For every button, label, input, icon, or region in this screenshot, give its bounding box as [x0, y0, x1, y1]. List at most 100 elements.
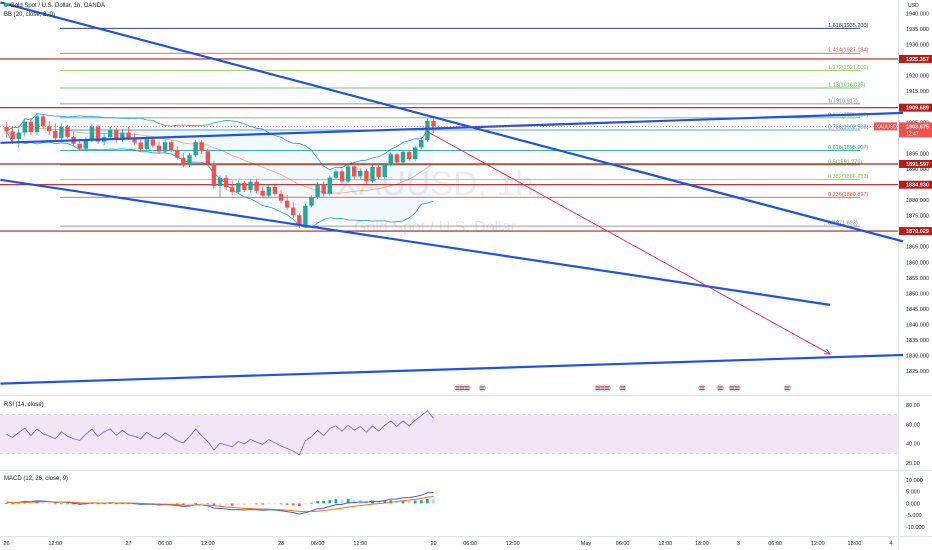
macd-histogram-bar — [200, 503, 204, 504]
macd-histogram-bar — [47, 503, 51, 504]
macd-histogram-bar — [169, 503, 173, 505]
macd-histogram-bar — [407, 500, 411, 504]
macd-histogram-bar — [401, 500, 405, 504]
macd-tick-label: -10.000 — [906, 525, 925, 531]
event-flag-icon — [603, 384, 611, 392]
macd-histogram-bar — [90, 503, 94, 504]
rsi-line — [6, 410, 434, 456]
event-flag-icon — [716, 384, 724, 392]
macd-tick-label: 0.000 — [906, 501, 920, 507]
macd-histogram-bar — [114, 503, 118, 505]
candle-body — [10, 131, 15, 140]
fib-level-label: 0.236(1880.897) — [828, 192, 869, 198]
candle-body — [126, 132, 131, 139]
symbol-tag — [874, 122, 897, 131]
macd-histogram-bar — [304, 503, 307, 505]
bb-basis-line — [6, 128, 434, 195]
price-tick-label: 1860.000 — [906, 260, 929, 266]
trendline — [0, 178, 831, 306]
symbol-legend[interactable]: Gold Spot / U.S. Dollar, 1h, OANDA — [4, 3, 105, 9]
time-tick-label: 12:00 — [353, 541, 367, 547]
candle-body — [77, 143, 82, 149]
candle-body — [364, 170, 369, 182]
fib-level-label: 0.5(1891.270) — [828, 159, 862, 165]
fib-level-label: 1.272(1921.609) — [828, 65, 869, 71]
candle-body — [242, 182, 247, 191]
candle-body — [89, 126, 95, 140]
price-tick-label: 1880.000 — [906, 198, 929, 204]
candle-body — [248, 181, 253, 191]
candle-body — [230, 187, 235, 192]
event-flag-stripe — [455, 386, 461, 388]
macd-histogram-bar — [340, 499, 344, 504]
price-tick-label: 1935.000 — [906, 27, 929, 33]
macd-histogram-bar — [279, 503, 283, 505]
candle-body — [352, 166, 357, 177]
candle-body — [181, 157, 186, 166]
candle-body — [138, 142, 143, 150]
candle-body — [156, 145, 162, 152]
time-tick-label: 18:00 — [848, 541, 862, 547]
macd-histogram-bar — [291, 503, 295, 506]
macd-tick-label: -5.000 — [906, 513, 922, 519]
rsi-legend[interactable]: RSI (14, close) — [4, 402, 44, 408]
macd-histogram-bar — [285, 503, 289, 505]
candle-body — [345, 166, 351, 182]
watermark-name: Gold Spot / U.S. Dollar — [354, 219, 517, 236]
currency-label: USD — [908, 3, 919, 9]
fib-level-label: 1.13(1916.025) — [828, 82, 865, 88]
market-status-icon — [4, 3, 8, 8]
macd-histogram-bar — [188, 503, 191, 505]
trendline — [0, 353, 904, 385]
macd-histogram-bar — [194, 502, 197, 504]
fib-level-label: 1.414(1927.184) — [828, 48, 869, 54]
trendline — [0, 1, 904, 243]
time-tick-label: 4 — [889, 541, 892, 547]
price-tick-label: 1915.000 — [906, 89, 929, 95]
candle-body — [358, 170, 363, 177]
macd-histogram-bar — [419, 500, 423, 504]
event-flag-icon — [733, 384, 741, 392]
bb-fill — [6, 113, 434, 228]
candle-body — [162, 142, 168, 152]
price-tick-label: 1890.000 — [906, 167, 929, 173]
time-tick-label: 26 — [3, 541, 9, 547]
event-flag-stripe — [455, 388, 461, 390]
candle-body — [309, 197, 314, 206]
candle-body — [406, 151, 412, 159]
price-level-tag — [899, 54, 932, 63]
candle-body — [333, 171, 339, 178]
macd-legend[interactable]: MACD (12, 26, close, 9) — [4, 476, 68, 482]
time-tick-label: 29 — [430, 541, 436, 547]
time-tick-label: 28 — [278, 541, 284, 547]
bb-legend[interactable]: BB (20, close, 2, 0) — [4, 12, 55, 18]
candle-body — [28, 121, 34, 133]
price-tick-label: 1840.000 — [906, 322, 929, 328]
rsi-tick-label: 20.00 — [906, 461, 920, 467]
macd-histogram-bar — [267, 503, 271, 505]
event-flag-icon — [619, 384, 627, 392]
candle-body — [120, 132, 125, 140]
candle-body — [370, 167, 375, 182]
macd-histogram-bar — [29, 502, 33, 504]
bb-upper-line — [6, 113, 434, 171]
event-flag-stripe — [464, 386, 470, 388]
macd-histogram-bar — [243, 503, 246, 506]
macd-histogram-bar — [255, 503, 258, 505]
time-tick-label: 18:00 — [695, 541, 709, 547]
macd-histogram-bar — [66, 503, 69, 505]
macd-histogram-bar — [17, 503, 21, 505]
candle-body — [59, 126, 64, 139]
candle-body — [40, 116, 46, 127]
candle-body — [327, 177, 332, 194]
macd-histogram-bar — [35, 502, 39, 504]
candle-body — [425, 120, 430, 140]
event-flag-stripe — [620, 388, 625, 390]
event-flag-stripe — [604, 388, 610, 390]
event-flag-stripe — [717, 386, 723, 388]
event-flag-icon — [783, 384, 791, 392]
candle-body — [272, 186, 278, 194]
